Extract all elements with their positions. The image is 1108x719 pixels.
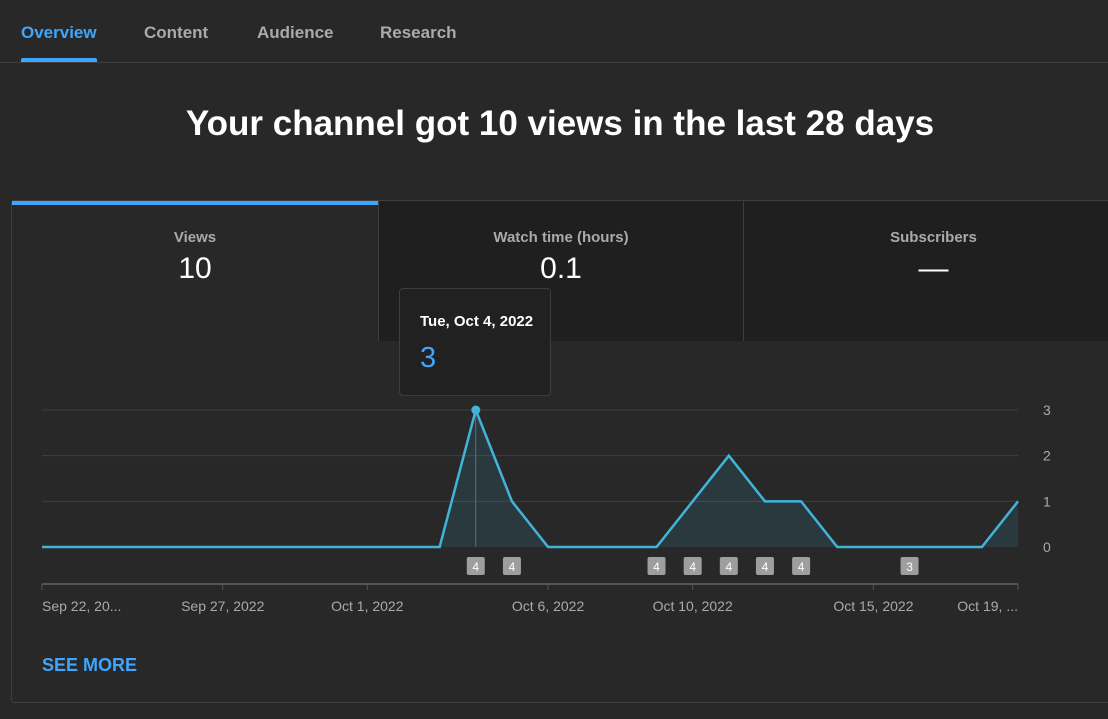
upload-marker-badge — [719, 557, 738, 575]
y-tick-label: 1 — [1043, 493, 1051, 509]
chart-area — [41, 405, 1019, 549]
upload-marker-badge — [647, 557, 666, 575]
series-line — [42, 406, 1019, 549]
chart-grid — [41, 409, 1019, 590]
upload-marker-badge — [502, 557, 521, 575]
metric-value: 10 — [178, 252, 212, 285]
tab-overview[interactable]: Overview — [21, 0, 97, 62]
chart-tooltip: Tue, Oct 4, 2022 3 — [399, 288, 551, 396]
tooltip-value: 3 — [420, 342, 437, 374]
upload-marker-label: 4 — [509, 560, 516, 574]
upload-marker-label: 4 — [653, 560, 660, 574]
tab-audience[interactable]: Audience — [257, 23, 334, 42]
y-tick-label: 3 — [1043, 402, 1051, 418]
metric-value: — — [918, 252, 949, 285]
upload-marker-badge — [792, 557, 811, 575]
x-axis-labels: Sep 22, 20... Sep 27, 2022 Oct 1, 2022 Oct … — [42, 598, 1018, 614]
analytics-card: Views 10 Watch time (hours) 0.1 Subscrib… — [11, 200, 1108, 703]
metric-label: Watch time (hours) — [493, 229, 629, 246]
y-axis-labels: 0 1 2 3 — [1043, 402, 1051, 555]
x-tick-label: Oct 19, ... — [957, 598, 1018, 614]
upload-markers: 4 4 4 4 4 4 4 3 — [466, 557, 919, 575]
tooltip-date: Tue, Oct 4, 2022 — [420, 313, 534, 330]
upload-marker-label: 4 — [472, 560, 479, 574]
upload-marker-label: 4 — [798, 560, 805, 574]
y-tick-label: 2 — [1043, 448, 1051, 464]
x-tick-label: Oct 6, 2022 — [512, 598, 585, 614]
upload-marker-badge — [755, 557, 774, 575]
upload-marker-label: 4 — [725, 560, 732, 574]
page-title: Your channel got 10 views in the last 28… — [185, 104, 935, 143]
upload-marker-label: 3 — [906, 560, 913, 574]
upload-marker-badge — [466, 557, 485, 575]
x-tick-label: Oct 1, 2022 — [331, 598, 404, 614]
highlighted-point — [471, 405, 481, 415]
metric-label: Views — [173, 229, 217, 246]
upload-marker-badge — [900, 557, 919, 575]
upload-marker-label: 4 — [762, 560, 769, 574]
tab-research[interactable]: Research — [380, 23, 457, 42]
x-tick-label: Oct 10, 2022 — [653, 598, 733, 614]
metric-views-tab[interactable]: Views 10 — [12, 201, 378, 341]
tab-bar: Overview Content Audience Research — [0, 0, 1108, 63]
tab-content[interactable]: Content — [144, 23, 209, 42]
metric-label: Subscribers — [890, 229, 977, 246]
upload-marker-badge — [683, 557, 702, 575]
series-area — [42, 410, 1018, 547]
see-more-link[interactable]: SEE MORE — [42, 655, 138, 675]
y-tick-label: 0 — [1043, 539, 1051, 555]
metric-subscribers-tab[interactable]: Subscribers — — [743, 201, 1108, 341]
metric-value: 0.1 — [540, 252, 582, 285]
x-tick-label: Sep 22, 20... — [42, 598, 121, 614]
x-tick-label: Oct 15, 2022 — [833, 598, 913, 614]
x-tick-label: Sep 27, 2022 — [181, 598, 265, 614]
upload-marker-label: 4 — [689, 560, 696, 574]
